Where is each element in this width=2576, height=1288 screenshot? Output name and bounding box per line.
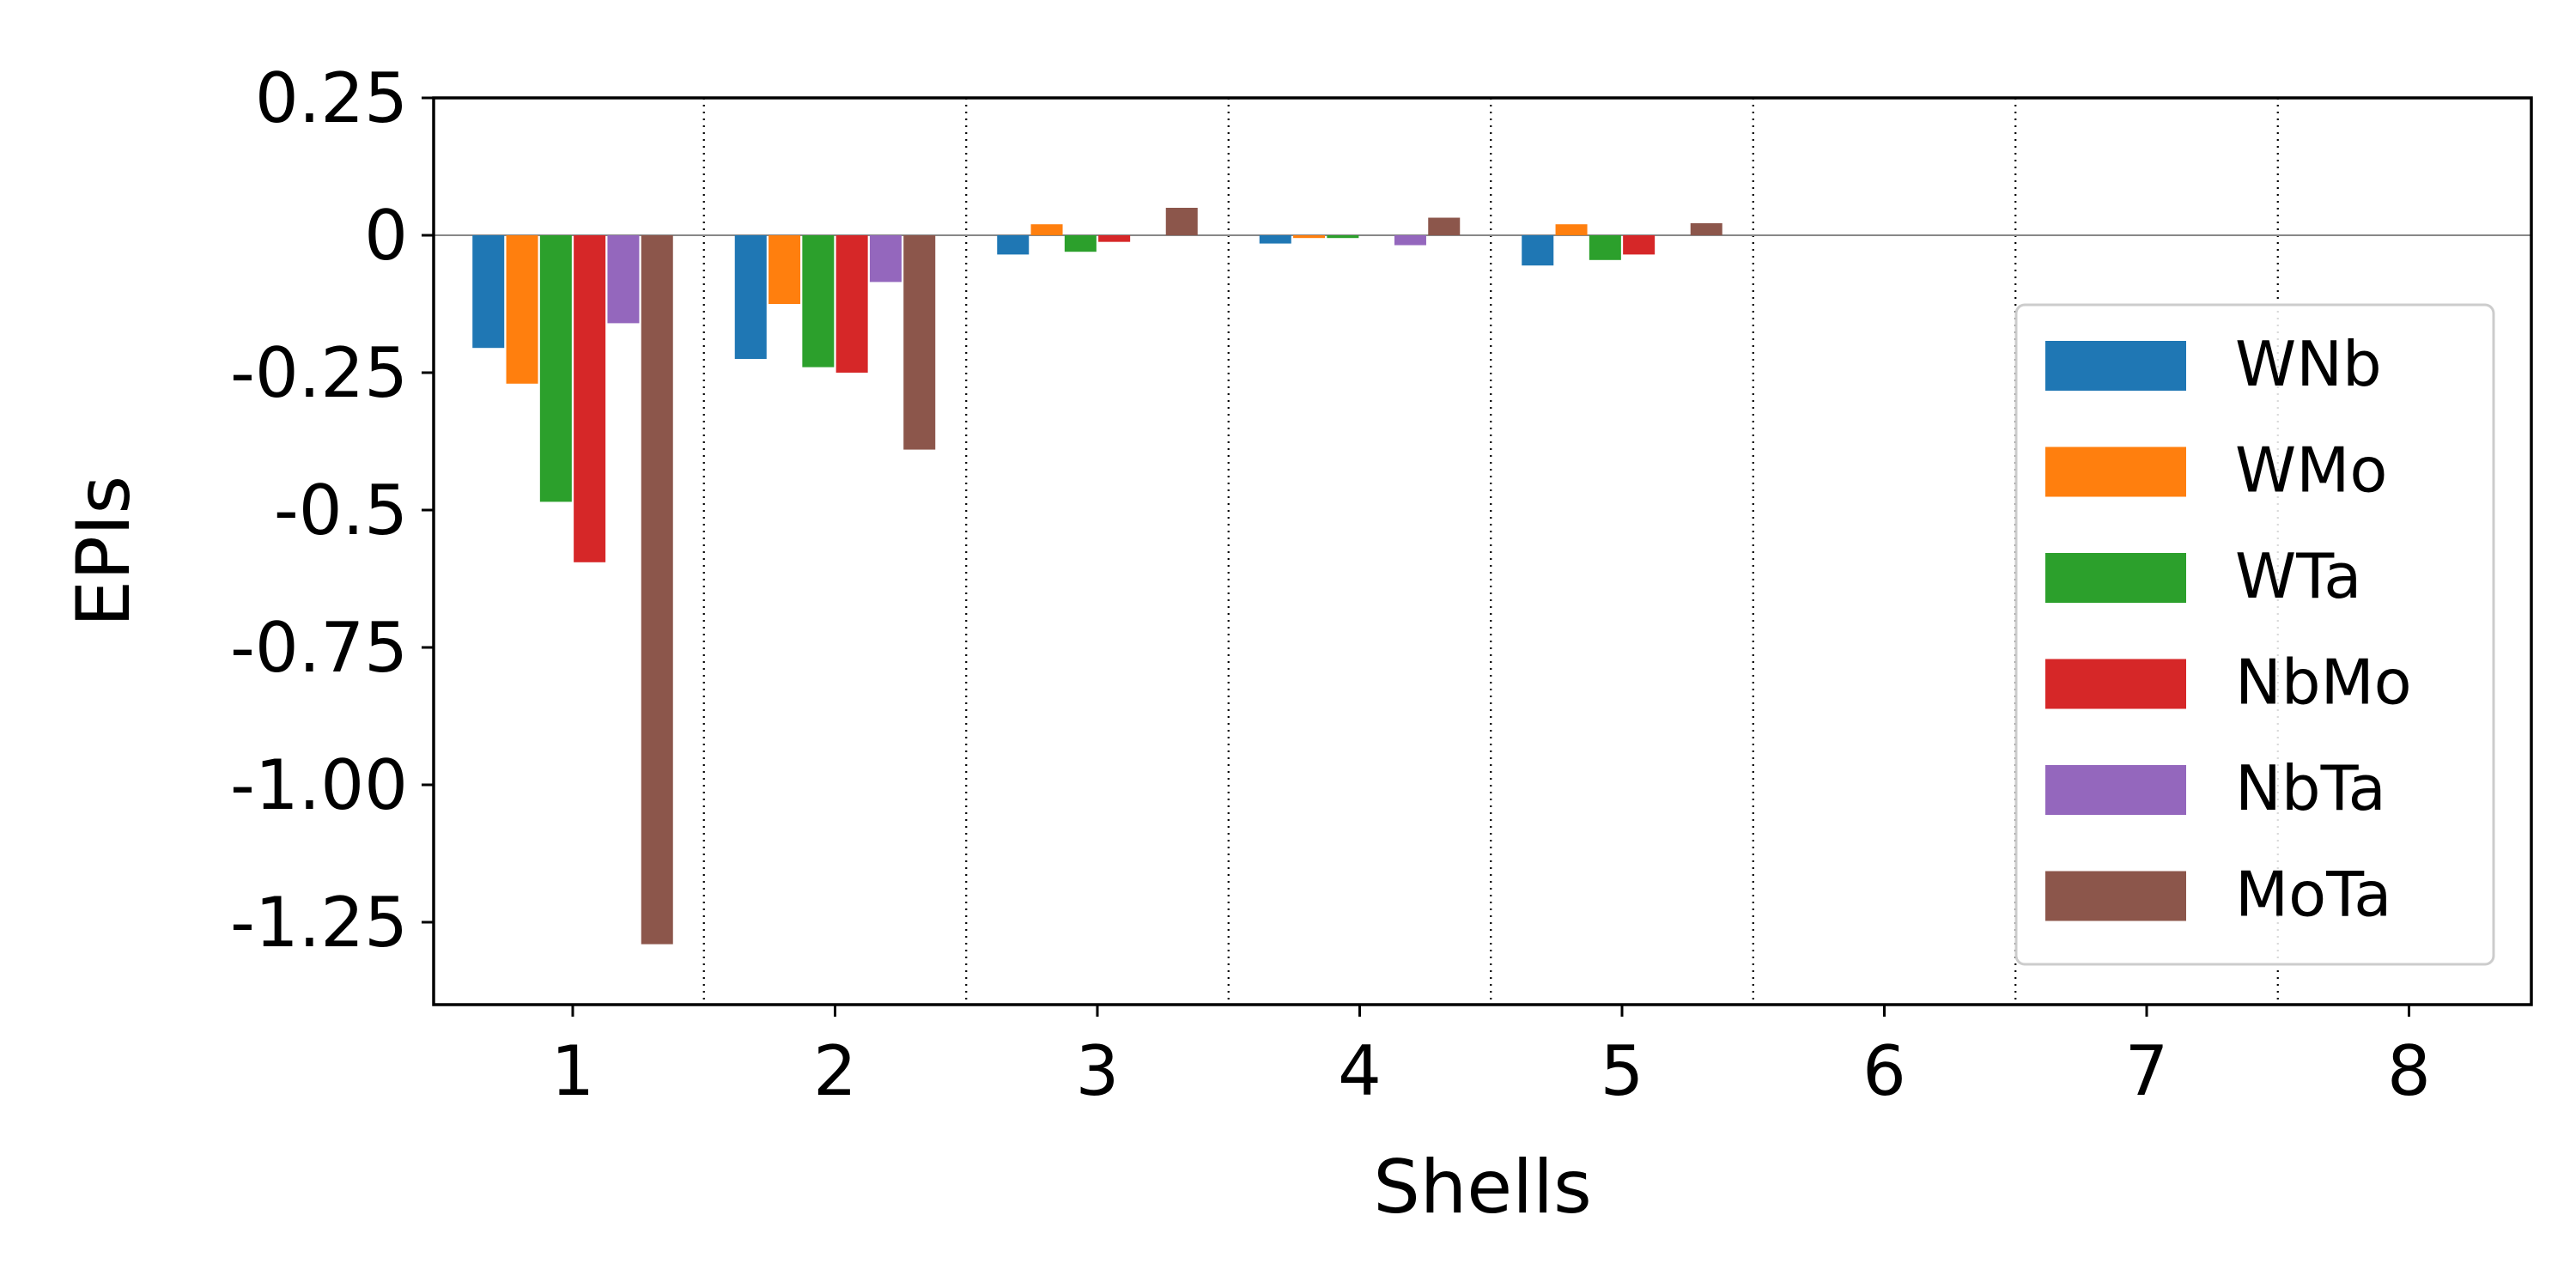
bar-nbta-shell-4 bbox=[1394, 235, 1426, 246]
legend-swatch-wnb bbox=[2045, 341, 2186, 391]
bar-wta-shell-5 bbox=[1589, 235, 1621, 260]
legend-label-nbmo: NbMo bbox=[2235, 647, 2412, 719]
bar-nbmo-shell-2 bbox=[835, 235, 868, 373]
bar-nbmo-shell-5 bbox=[1623, 235, 1656, 255]
x-tick-label: 3 bbox=[1076, 1031, 1120, 1111]
legend-swatch-mota bbox=[2045, 871, 2186, 921]
legend-label-wta: WTa bbox=[2235, 540, 2361, 612]
x-tick-label: 5 bbox=[1601, 1031, 1644, 1111]
bar-wta-shell-2 bbox=[802, 235, 835, 368]
bar-wta-shell-3 bbox=[1064, 235, 1097, 252]
legend-label-nbta: NbTa bbox=[2235, 752, 2386, 824]
y-tick-label: 0 bbox=[364, 196, 408, 276]
bar-wnb-shell-4 bbox=[1259, 235, 1291, 244]
y-tick-label: -0.75 bbox=[230, 608, 408, 688]
bar-wta-shell-4 bbox=[1327, 235, 1359, 239]
bar-nbta-shell-2 bbox=[869, 235, 902, 283]
bar-mota-shell-3 bbox=[1165, 208, 1198, 235]
bar-mota-shell-5 bbox=[1690, 222, 1722, 235]
bar-wnb-shell-3 bbox=[997, 235, 1030, 255]
axes bbox=[432, 96, 2533, 1006]
x-tick-label: 8 bbox=[2387, 1031, 2431, 1111]
x-tick-label: 7 bbox=[2125, 1031, 2169, 1111]
x-tick-label: 1 bbox=[551, 1031, 595, 1111]
y-tick-label: -1.25 bbox=[230, 883, 408, 963]
y-tick-label: -0.25 bbox=[230, 333, 408, 413]
legend-label-wnb: WNb bbox=[2235, 328, 2382, 400]
y-tick-label: -0.5 bbox=[274, 471, 408, 550]
bar-mota-shell-1 bbox=[641, 235, 673, 945]
x-tick-label: 4 bbox=[1338, 1031, 1382, 1111]
bar-mota-shell-2 bbox=[903, 235, 936, 450]
y-tick-label: -1.00 bbox=[230, 745, 408, 825]
legend-swatch-wmo bbox=[2045, 447, 2186, 497]
bars bbox=[472, 208, 1722, 945]
bar-wmo-shell-1 bbox=[506, 235, 538, 384]
bar-nbmo-shell-1 bbox=[574, 235, 606, 562]
y-tick-label: 0.25 bbox=[255, 58, 408, 138]
bar-mota-shell-4 bbox=[1428, 217, 1461, 235]
x-axis-title: Shells bbox=[1373, 1145, 1592, 1230]
bar-wta-shell-1 bbox=[539, 235, 572, 502]
bar-nbta-shell-1 bbox=[607, 235, 640, 324]
bar-wmo-shell-4 bbox=[1293, 235, 1326, 239]
ticks: 0.25 0 -0.25 -0.5 -0.75 -1.00 -1.25 1 2 3 4 5 6 7 8 bbox=[230, 58, 2431, 1111]
bar-wmo-shell-2 bbox=[769, 235, 801, 304]
y-axis-title: EPIs bbox=[61, 476, 147, 627]
x-tick-label: 6 bbox=[1862, 1031, 1906, 1111]
legend-swatch-nbmo bbox=[2045, 659, 2186, 709]
legend: WNb WMo WTa NbMo NbTa MoTa bbox=[2014, 303, 2495, 966]
legend-label-wmo: WMo bbox=[2235, 434, 2387, 507]
legend-swatch-wta bbox=[2045, 553, 2186, 603]
legend-label-mota: MoTa bbox=[2235, 859, 2391, 931]
bar-wmo-shell-3 bbox=[1030, 224, 1063, 235]
bar-nbmo-shell-3 bbox=[1098, 235, 1131, 242]
bar-wnb-shell-5 bbox=[1522, 235, 1554, 266]
x-tick-label: 2 bbox=[813, 1031, 857, 1111]
bar-wnb-shell-1 bbox=[472, 235, 505, 349]
legend-swatch-nbta bbox=[2045, 765, 2186, 815]
plot-frame bbox=[432, 96, 2533, 1006]
bar-wnb-shell-2 bbox=[734, 235, 767, 359]
bar-wmo-shell-5 bbox=[1555, 224, 1588, 235]
